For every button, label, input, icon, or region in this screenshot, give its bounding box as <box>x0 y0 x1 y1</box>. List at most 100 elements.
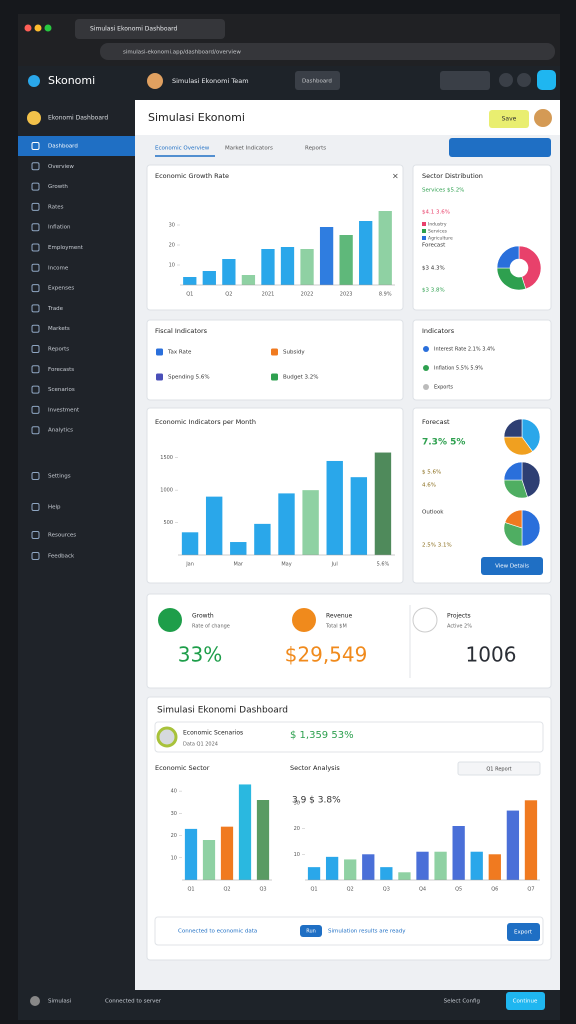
sidebar <box>18 100 135 990</box>
x-tick-label: Q5 <box>455 887 462 893</box>
sidebar-item[interactable]: Markets <box>48 326 70 332</box>
sidebar-item[interactable]: Resources <box>48 533 76 539</box>
search-text[interactable]: Dashboard <box>302 79 332 85</box>
sidebar-item[interactable]: Settings <box>48 474 71 480</box>
sidebar-item[interactable]: Trade <box>47 306 64 312</box>
bar <box>220 826 234 880</box>
item-dot <box>423 365 429 371</box>
save-button[interactable] <box>489 110 529 128</box>
button-label[interactable]: View Details <box>495 564 529 570</box>
sidebar-item[interactable]: Investment <box>48 407 80 413</box>
bar <box>325 856 339 880</box>
sidebar-item[interactable]: Growth <box>48 184 68 190</box>
sidebar-icon <box>31 284 40 293</box>
pie-slice <box>521 418 541 452</box>
sidebar-item[interactable]: Dashboard <box>48 144 78 150</box>
bar <box>261 249 275 285</box>
sidebar-icon <box>31 202 40 211</box>
y-tick-label: 30 <box>294 800 300 806</box>
card <box>146 319 404 401</box>
sidebar-item[interactable]: Analytics <box>48 428 73 434</box>
bar <box>202 840 216 880</box>
window-max[interactable] <box>44 24 52 32</box>
sidebar-item[interactable]: Overview <box>48 164 74 170</box>
view-details-button[interactable] <box>481 557 543 575</box>
sidebar-icon <box>31 365 40 374</box>
ready-text: Simulation results are ready <box>328 929 406 935</box>
chart-title: Economic Growth Rate <box>155 172 229 180</box>
bar <box>230 542 247 555</box>
sidebar-icon <box>31 345 40 353</box>
sidebar-item[interactable]: Scenarios <box>48 387 75 393</box>
sidebar-item[interactable]: Forecasts <box>48 367 74 373</box>
export-button[interactable] <box>507 923 540 941</box>
gauge-title: Economic Scenarios <box>183 730 243 737</box>
sidebar-item[interactable]: Reports <box>48 347 69 353</box>
sidebar-icon <box>31 304 40 313</box>
user-name: Simulasi Ekonomi Team <box>172 77 249 85</box>
run-button[interactable] <box>300 925 322 937</box>
footer-right: Select Config <box>444 999 480 1005</box>
button-label[interactable]: Continue <box>513 999 538 1005</box>
item-icon <box>271 348 278 356</box>
sidebar-item[interactable]: Rates <box>48 204 64 210</box>
bar <box>307 867 321 880</box>
tab-title[interactable]: Simulasi Ekonomi Dashboard <box>90 26 178 33</box>
gauge <box>156 726 178 748</box>
x-tick-label: Jul <box>331 562 338 568</box>
action-icon[interactable] <box>537 70 556 90</box>
sidebar-item[interactable]: Income <box>48 265 69 271</box>
stat-value: 1006 <box>466 643 517 667</box>
sidebar-item[interactable]: Inflation <box>48 225 71 231</box>
filter-button[interactable] <box>449 138 551 157</box>
address-bar[interactable] <box>100 43 555 60</box>
tab[interactable]: Market Indicators <box>225 146 273 152</box>
item-dot <box>423 346 429 352</box>
fiscal-item: Subsidy <box>283 350 305 356</box>
continue-button[interactable] <box>506 992 545 1010</box>
close[interactable]: × <box>392 172 399 181</box>
forecast-headline: 7.3% 5% <box>422 438 465 448</box>
sidebar-item[interactable]: Employment <box>48 245 84 251</box>
bar <box>319 227 334 285</box>
y-tick-label: 1000 <box>160 488 173 494</box>
footer-status: Connected to server <box>105 999 162 1005</box>
sidebar-item[interactable]: Feedback <box>48 554 75 560</box>
fiscal-item: Tax Rate <box>167 350 192 356</box>
x-tick-label: Q7 <box>527 887 534 893</box>
x-tick-label: Q1 <box>310 887 317 893</box>
brand: Skonomi <box>48 74 95 87</box>
url-text: simulasi-ekonomi.app/dashboard/overview <box>123 50 241 56</box>
sidebar-item[interactable]: Expenses <box>48 286 74 292</box>
save-label[interactable]: Save <box>502 116 517 123</box>
report-tag-label[interactable]: Q1 Report <box>486 767 511 773</box>
sidebar-icon <box>31 142 40 150</box>
topbar-button[interactable] <box>440 71 490 90</box>
sidebar-item[interactable]: Help <box>48 505 61 511</box>
x-tick-label: Q3 <box>259 887 266 893</box>
sidebar-icon <box>31 243 40 252</box>
legend-label: Agriculture <box>428 236 453 242</box>
bar <box>280 247 295 285</box>
window-close[interactable] <box>24 24 32 32</box>
bar <box>181 532 199 555</box>
sidebar-icon <box>31 531 40 539</box>
search-pill[interactable] <box>295 71 340 90</box>
pie-note: $3 3.8% <box>422 288 445 294</box>
card-title: Fiscal Indicators <box>155 327 208 335</box>
report-tag[interactable] <box>457 761 541 776</box>
button-label[interactable]: Export <box>514 930 533 936</box>
tab[interactable]: Reports <box>305 146 326 152</box>
chart-title: Economic Sector <box>155 764 210 772</box>
tab[interactable]: Economic Overview <box>155 146 210 152</box>
bell[interactable] <box>499 73 513 87</box>
pie-slice <box>503 418 523 438</box>
browser-tab[interactable] <box>75 19 225 39</box>
button-label[interactable]: Run <box>306 929 316 935</box>
legend-swatch <box>422 229 426 233</box>
notify[interactable] <box>517 73 531 87</box>
window-min[interactable] <box>34 24 42 32</box>
y-tick-label: 20 <box>171 833 177 839</box>
header-avatar <box>534 109 552 127</box>
